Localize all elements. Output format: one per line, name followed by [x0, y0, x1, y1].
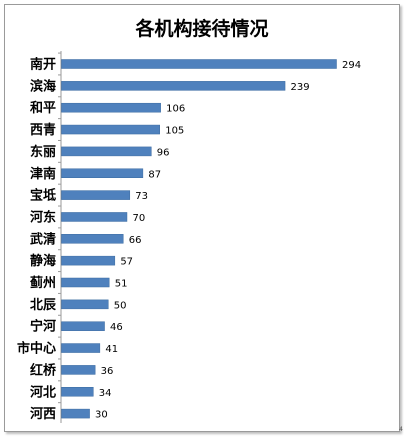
data-label: 106: [166, 104, 185, 115]
category-label: 宝坻: [30, 188, 56, 204]
bar: [61, 124, 160, 135]
category-label: 和平: [30, 100, 56, 116]
data-label: 41: [105, 344, 118, 355]
bar: [61, 102, 161, 113]
bars-layer: 南开 294 滨海 239 和平 106 西青 105 东丽 96 津南 87 宝坻 73 河东 70 武清 66…: [17, 52, 361, 422]
category-label: 河北: [30, 384, 56, 400]
data-label: 36: [101, 366, 114, 377]
data-label: 239: [291, 82, 310, 93]
data-label: 46: [110, 322, 123, 333]
category-label: 东丽: [30, 144, 56, 160]
data-label: 50: [114, 300, 127, 311]
bar: [61, 299, 109, 310]
category-label: 河西: [30, 406, 56, 422]
bar: [61, 81, 286, 91]
data-label: 96: [157, 147, 170, 158]
category-label: 市中心: [17, 341, 56, 357]
bar: [61, 190, 131, 200]
bar: [61, 59, 337, 69]
category-label: 蓟州: [29, 275, 56, 291]
bar: [61, 277, 110, 288]
bar: [61, 321, 105, 331]
data-label: 105: [165, 126, 184, 137]
category-label: 滨海: [30, 78, 56, 94]
chart-frame: 各机构接待情况 南开 294 滨海 239 和平 106 西青 105 东丽 96 津南 87 宝坻 73…: [4, 4, 400, 432]
category-label: 北辰: [30, 298, 57, 313]
chart-title: 各机构接待情况: [134, 17, 268, 40]
data-label: 294: [342, 60, 361, 71]
bar: [61, 408, 90, 419]
category-label: 静海: [30, 253, 56, 269]
bar: [61, 255, 116, 266]
corner-mark: 4: [399, 426, 403, 433]
data-label: 70: [132, 213, 145, 224]
bar: [61, 365, 96, 375]
data-label: 30: [95, 410, 108, 421]
bar-chart: 各机构接待情况 南开 294 滨海 239 和平 106 西青 105 东丽 96 津南 87 宝坻 73…: [17, 17, 361, 423]
bar: [61, 343, 101, 353]
category-label: 河东: [30, 209, 56, 225]
category-label: 红桥: [30, 362, 57, 378]
category-label: 武清: [30, 231, 56, 247]
data-label: 73: [135, 191, 148, 202]
category-label: 南开: [30, 57, 56, 73]
data-label: 66: [129, 235, 142, 246]
bar: [61, 146, 152, 157]
data-label: 34: [99, 388, 112, 399]
bar: [61, 387, 94, 397]
bar: [61, 212, 128, 222]
category-label: 津南: [30, 166, 56, 182]
data-label: 51: [115, 279, 128, 290]
data-label: 87: [148, 169, 161, 180]
category-label: 宁河: [30, 319, 56, 335]
bar: [61, 168, 144, 178]
bar: [61, 234, 124, 244]
data-label: 57: [120, 257, 133, 268]
category-label: 西青: [30, 122, 56, 138]
